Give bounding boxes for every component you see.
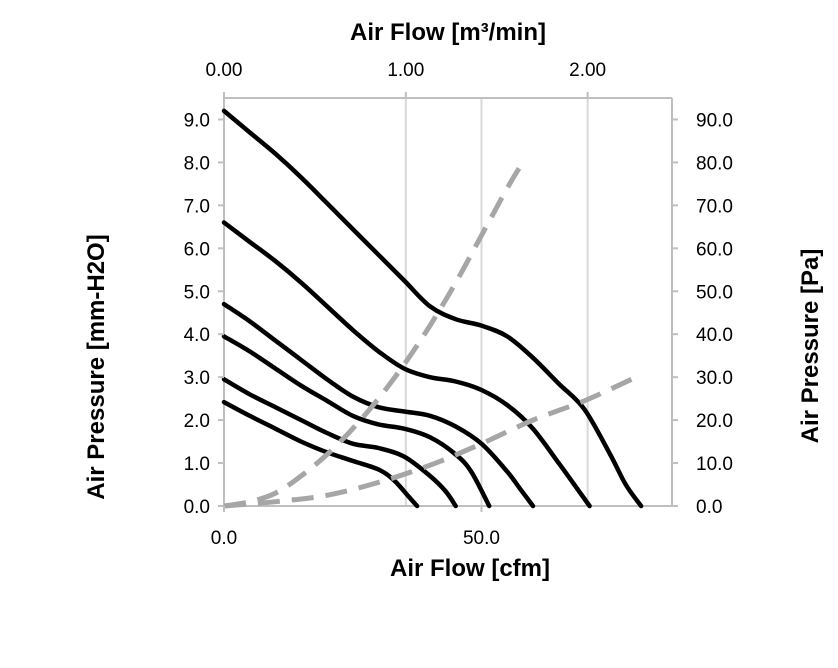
right-axis-title: Air Pressure [Pa] [797,249,824,444]
top-tick-label: 1.00 [387,60,424,81]
right-tick-label: 40.0 [696,325,733,346]
left-tick-label: 0.0 [184,497,210,518]
series-line-fan-curve-3 [221,301,536,509]
grid-layer [404,98,589,506]
left-tick-label: 1.0 [184,454,210,475]
series-line-fan-curve-2 [221,220,592,509]
bottom-tick-label: 50.0 [463,528,500,549]
right-tick-label: 30.0 [696,368,733,389]
series-line-fan-curve-5 [221,377,458,509]
top-tick-label: 0.00 [206,60,243,81]
left-tick-label: 4.0 [184,325,210,346]
series-line-fan-curve-6 [221,399,420,509]
top-axis-title: Air Flow [m³/min] [350,19,546,46]
left-tick-label: 6.0 [184,239,210,260]
left-tick-label: 3.0 [184,368,210,389]
right-tick-label: 90.0 [696,110,733,131]
right-tick-label: 50.0 [696,282,733,303]
bottom-tick-label: 0.0 [211,528,237,549]
right-tick-label: 20.0 [696,411,733,432]
bottom-axis-title: Air Flow [cfm] [390,555,550,582]
series-line-system-impedance-shallow [223,374,638,509]
right-tick-label: 60.0 [696,239,733,260]
left-axis-title: Air Pressure [mm-H2O] [83,234,110,499]
right-tick-label: 0.0 [696,497,722,518]
left-tick-label: 2.0 [184,411,210,432]
top-tick-label: 2.00 [569,60,606,81]
right-tick-label: 80.0 [696,153,733,174]
series-line-system-impedance-steep [223,161,525,509]
left-tick-label: 7.0 [184,196,210,217]
series-line-fan-curve-1 [221,108,644,509]
tick-layer: 0.0 1.0 2.0 3.0 4.0 5.0 6.0 7.0 8.0 9.0 0.0 10.0 20.… [184,60,733,549]
right-tick-label: 70.0 [696,196,733,217]
left-tick-label: 5.0 [184,282,210,303]
right-tick-label: 10.0 [696,454,733,475]
left-tick-label: 9.0 [184,110,210,131]
left-tick-label: 8.0 [184,153,210,174]
series-layer [221,108,644,509]
